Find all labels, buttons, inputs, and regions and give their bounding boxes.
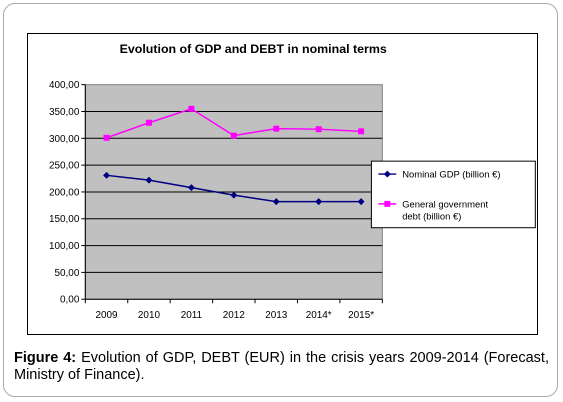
legend-label: debt (billion €) <box>402 210 461 221</box>
debt-point <box>358 128 365 135</box>
x-tick-label: 2013 <box>265 310 288 321</box>
y-tick-label: 300,00 <box>49 134 80 145</box>
y-tick-label: 50,00 <box>55 268 80 279</box>
legend-label: Nominal GDP (billion €) <box>402 169 500 180</box>
y-tick-label: 150,00 <box>49 214 80 225</box>
x-tick-label: 2009 <box>95 310 118 321</box>
x-tick-label: 2015* <box>348 310 374 321</box>
y-tick-label: 100,00 <box>49 241 80 252</box>
x-tick-label: 2011 <box>181 310 203 321</box>
debt-point <box>103 134 110 141</box>
chart-title: Evolution of GDP and DEBT in nominal ter… <box>120 42 387 56</box>
x-tick-label: 2014* <box>306 310 332 321</box>
debt-point <box>145 119 152 126</box>
debt-point <box>188 105 195 112</box>
line-chart: Evolution of GDP and DEBT in nominal ter… <box>27 33 538 335</box>
y-tick-label: 200,00 <box>49 187 80 198</box>
legend-box <box>370 160 536 229</box>
caption-label: Figure 4: <box>14 350 77 366</box>
legend-marker <box>384 200 391 207</box>
figure-caption: Figure 4: Evolution of GDP, DEBT (EUR) i… <box>14 350 549 384</box>
y-tick-label: 250,00 <box>49 161 80 172</box>
debt-point <box>315 126 322 133</box>
legend: Nominal GDP (billion €) General governmen… <box>370 160 536 229</box>
y-tick-label: 400,00 <box>49 80 80 91</box>
x-tick-label: 2012 <box>223 310 246 321</box>
y-tick-label: 0,00 <box>60 295 80 306</box>
debt-point <box>230 132 237 139</box>
y-tick-label: 350,00 <box>49 107 80 118</box>
debt-point <box>273 125 280 132</box>
caption-text: Evolution of GDP, DEBT (EUR) in the cris… <box>14 350 549 383</box>
legend-label: General government <box>402 198 488 209</box>
x-tick-label: 2010 <box>138 310 161 321</box>
gdp-point <box>103 171 111 179</box>
